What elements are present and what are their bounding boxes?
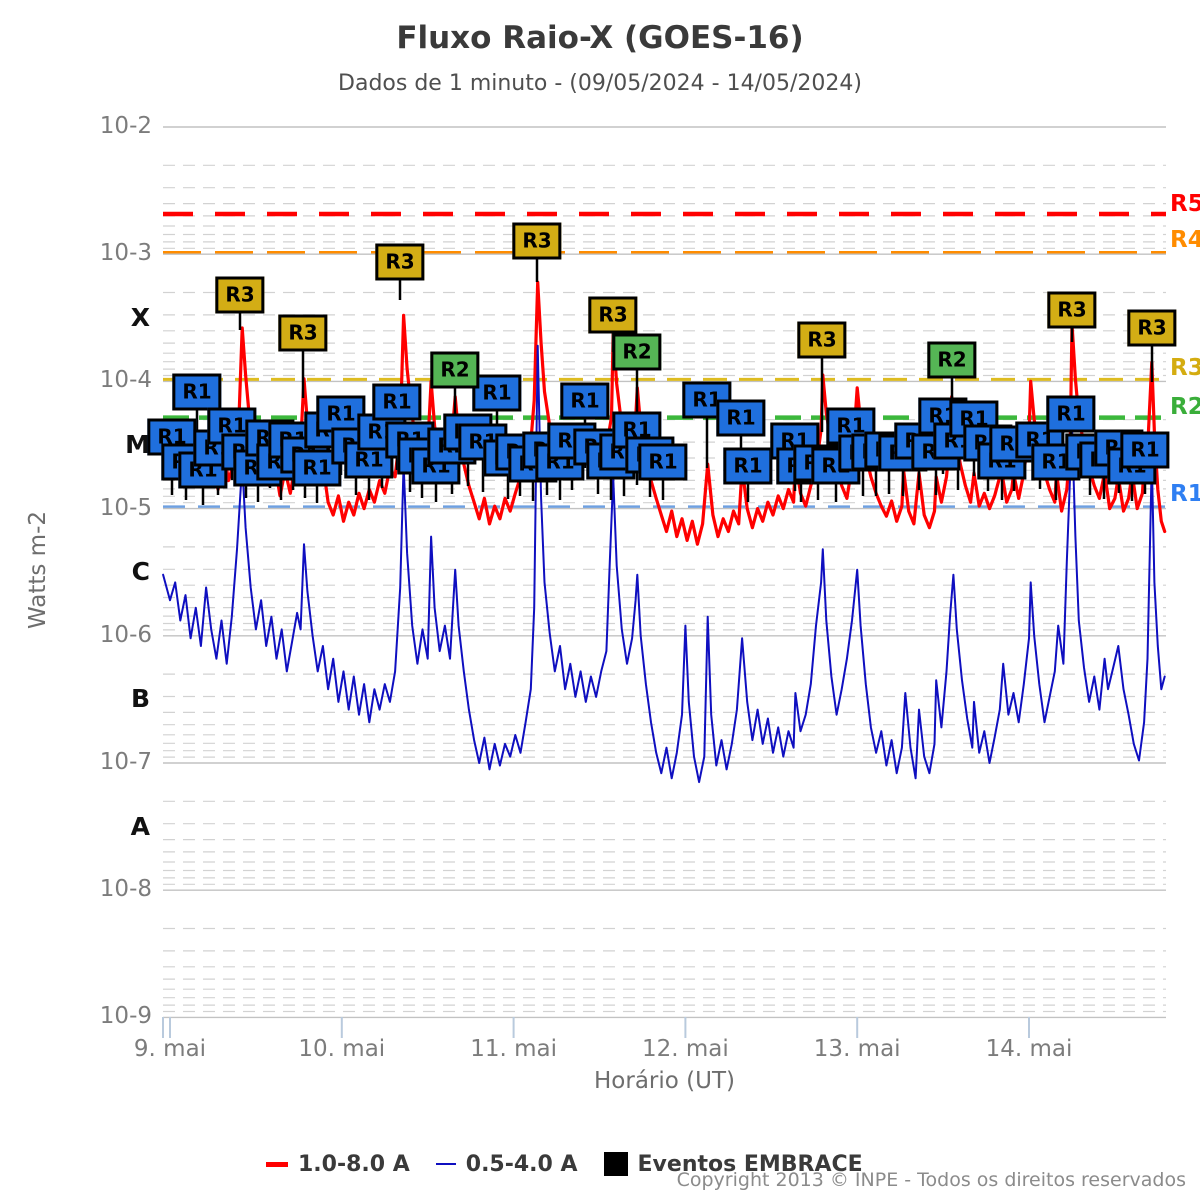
y-axis-tick-label: 10-5 — [99, 494, 152, 521]
event-badge-r3[interactable]: R3 — [278, 314, 328, 352]
y-axis-tick-label: 10-8 — [99, 876, 152, 903]
flare-class-label: A — [130, 811, 150, 841]
y-axis-tick-label: 10-2 — [99, 113, 152, 139]
flare-class-label: C — [131, 557, 150, 587]
y-axis-tick-label: 10-6 — [99, 621, 152, 648]
x-axis-tick-label: 9. mai — [133, 1036, 207, 1062]
black-square-swatch-icon — [603, 1152, 628, 1176]
flare-class-label: M — [125, 430, 150, 459]
y-axis-tick-label: 10-7 — [99, 749, 152, 775]
event-badge-r3[interactable]: R3 — [588, 296, 638, 334]
event-badge-r3[interactable]: R3 — [1127, 309, 1177, 347]
event-badge-r2[interactable]: R2 — [430, 351, 480, 389]
copyright-text: Copyright 2013 © INPE - Todos os direito… — [676, 1169, 1186, 1191]
event-badge-r1[interactable]: R1 — [172, 373, 222, 411]
x-axis-tick-label: 14. mai — [985, 1036, 1073, 1062]
event-badge-r1[interactable]: R1 — [723, 447, 773, 485]
legend-label: Eventos EMBRACE — [637, 1151, 863, 1177]
legend-label: 1.0-8.0 A — [298, 1151, 410, 1177]
event-badge-r1[interactable]: R1 — [472, 374, 522, 412]
x-axis-title: Horário (UT) — [594, 1068, 735, 1094]
y-axis-tick-label: 10-9 — [99, 1003, 152, 1030]
x-axis-tick-label: 10. mai — [298, 1036, 386, 1062]
threshold-label-r1: R1 — [1170, 481, 1200, 507]
legend-item-eventos-embrace[interactable]: Eventos EMBRACE — [603, 1151, 863, 1177]
threshold-label-r2: R2 — [1170, 394, 1200, 420]
x-axis-tick-label: 13. mai — [813, 1036, 901, 1062]
threshold-label-r5: R5 — [1170, 191, 1200, 217]
y-axis-tick-label: 10-3 — [99, 240, 152, 267]
x-axis-tick-label: 12. mai — [642, 1036, 729, 1062]
threshold-label-r4: R4 — [1170, 227, 1200, 253]
event-badge-r1[interactable]: R1 — [560, 382, 610, 420]
event-badge-r3[interactable]: R3 — [512, 222, 562, 260]
chart-subtitle: Dados de 1 minuto - (09/05/2024 - 14/05/… — [338, 71, 862, 96]
legend-label: 0.5-4.0 A — [465, 1151, 578, 1177]
legend-item-flux-long[interactable]: 1.0-8.0 A — [266, 1152, 410, 1177]
event-badge-r1[interactable]: R1 — [344, 441, 394, 479]
event-badge-r1[interactable]: R1 — [1046, 395, 1096, 433]
event-badge-r2[interactable]: R2 — [927, 341, 977, 379]
y-axis-tick-label: 10-4 — [99, 367, 152, 394]
chart-title: Fluxo Raio-X (GOES-16) — [396, 20, 804, 56]
event-badge-r3[interactable]: R3 — [797, 321, 847, 359]
flare-class-label: B — [130, 684, 150, 714]
event-badge-r1[interactable]: R1 — [1120, 431, 1170, 469]
legend-item-flux-short[interactable]: 0.5-4.0 A — [435, 1151, 578, 1177]
event-badge-r3[interactable]: R3 — [215, 276, 265, 314]
event-badge-r1[interactable]: R1 — [638, 443, 688, 481]
event-badge-r1[interactable]: R1 — [682, 381, 732, 419]
event-badge-r3[interactable]: R3 — [375, 243, 425, 281]
red-line-swatch-icon — [266, 1161, 288, 1167]
blue-line-swatch-icon — [435, 1163, 456, 1165]
flare-class-label: X — [130, 302, 150, 332]
threshold-label-r3: R3 — [1170, 355, 1200, 381]
event-badge-r2[interactable]: R2 — [612, 333, 662, 371]
x-axis-tick-label: 11. mai — [470, 1036, 557, 1062]
event-badge-r1[interactable]: R1 — [372, 383, 422, 421]
event-badge-r1[interactable]: R1 — [716, 399, 766, 437]
event-badge-r3[interactable]: R3 — [1047, 291, 1097, 329]
legend: 1.0-8.0 A 0.5-4.0 A Eventos EMBRACE — [266, 1147, 863, 1181]
